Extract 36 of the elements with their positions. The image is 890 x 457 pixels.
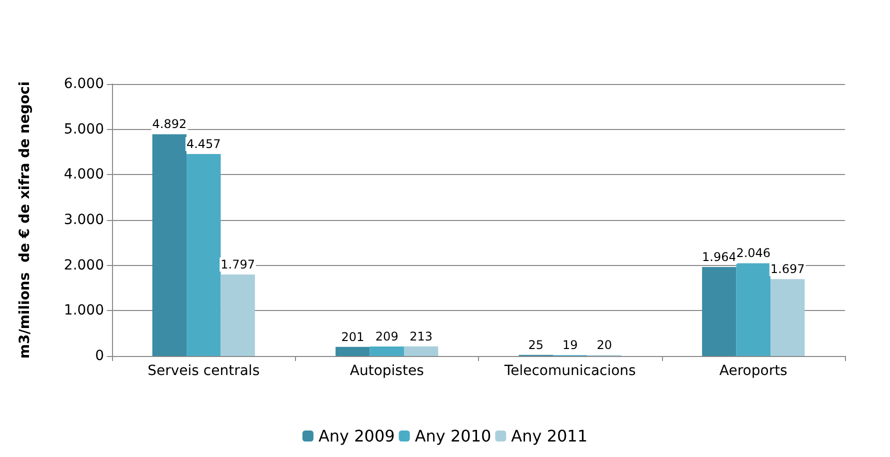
bar <box>220 274 255 356</box>
bar <box>404 346 438 356</box>
y-tick-label: 1.000 <box>64 302 104 319</box>
y-tick-label: 4.000 <box>64 166 104 183</box>
bar <box>152 134 187 356</box>
bar <box>770 279 805 356</box>
data-label: 201 <box>341 330 364 344</box>
data-label: 1.697 <box>770 262 805 276</box>
y-tick-label: 3.000 <box>64 212 104 228</box>
bar <box>186 154 221 356</box>
data-label: 4.892 <box>152 117 187 132</box>
y-tick-label: 5.000 <box>64 121 104 138</box>
data-label: 1.964 <box>702 250 736 264</box>
y-tick-label: 0 <box>95 348 104 364</box>
y-axis-title: m3/milions de € de xifra de negoci <box>17 81 33 359</box>
data-label: 209 <box>375 330 398 344</box>
legend-label: Any 2011 <box>511 426 588 446</box>
bar <box>702 266 736 356</box>
x-tick-label: Aeroports <box>719 363 788 379</box>
data-label: 25 <box>528 338 544 352</box>
y-tick-label: 6.000 <box>64 76 104 92</box>
bar <box>736 263 770 356</box>
data-label: 2.046 <box>736 246 771 260</box>
data-label: 4.457 <box>186 136 221 151</box>
bar <box>336 346 370 356</box>
x-tick-label: Serveis centrals <box>148 363 260 379</box>
bar <box>370 346 404 356</box>
data-label: 1.797 <box>220 258 256 272</box>
data-label: 213 <box>410 329 433 344</box>
legend-label: Any 2009 <box>318 426 395 446</box>
x-tick-label: Autopistes <box>350 363 424 379</box>
data-label: 19 <box>562 338 578 352</box>
legend-label: Any 2010 <box>414 426 492 446</box>
data-label: 20 <box>596 338 612 352</box>
y-tick-label: 2.000 <box>64 257 104 274</box>
x-tick-label: Telecomunicacions <box>503 363 636 379</box>
